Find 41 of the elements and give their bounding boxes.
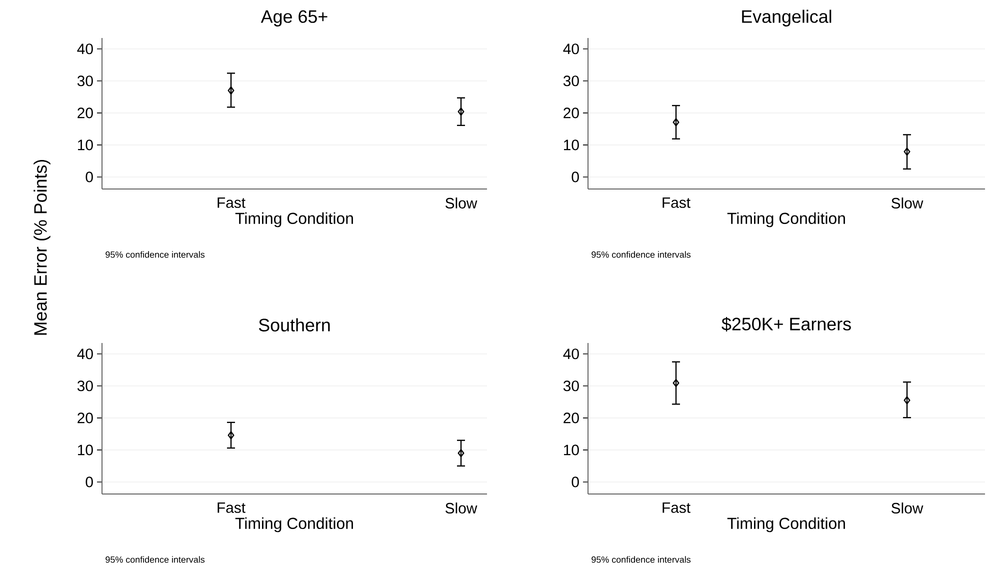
y-tick-label: 30 xyxy=(77,76,93,86)
y-tick-label: 40 xyxy=(563,348,579,360)
text: 95% confidence intervals xyxy=(106,251,205,258)
x-axis-title: Timing Condition xyxy=(727,517,845,532)
y-tick-label: 40 xyxy=(77,348,93,360)
x-tick-label: Fast xyxy=(218,502,246,513)
chart-title: $250K+ Earners xyxy=(722,316,851,332)
y-axis-title: Mean Error (% Points) xyxy=(34,160,50,335)
text: 95% confidence intervals xyxy=(592,556,691,563)
y-tick-label: 0 xyxy=(572,172,579,182)
chart-title: Evangelical xyxy=(742,10,832,26)
x-axis-title: Timing Condition xyxy=(727,212,845,228)
y-tick-label: 0 xyxy=(86,476,93,488)
y-tick-label: 10 xyxy=(78,140,93,150)
y-tick-label: 30 xyxy=(77,380,93,392)
chart-title: Age 65+ xyxy=(260,10,328,26)
y-tick-label: 30 xyxy=(563,380,579,392)
y-tick-label: 40 xyxy=(563,44,579,54)
y-tick-label: 30 xyxy=(563,76,579,86)
text: 95% confidence intervals xyxy=(106,556,205,563)
text: 95% confidence intervals xyxy=(592,251,691,258)
y-tick-label: 40 xyxy=(77,44,93,54)
x-tick-label: Fast xyxy=(662,502,690,513)
y-tick-label: 20 xyxy=(564,108,579,118)
x-tick-label: Fast xyxy=(662,198,690,208)
x-tick-label: Slow xyxy=(445,502,478,514)
y-tick-label: 20 xyxy=(564,412,579,424)
y-tick-label: 10 xyxy=(564,444,579,456)
x-tick-label: Slow xyxy=(891,198,924,208)
y-tick-label: 0 xyxy=(86,172,93,182)
y-tick-label: 20 xyxy=(78,108,93,118)
chart-title: Southern xyxy=(258,318,330,332)
x-axis-title: Timing Condition xyxy=(235,212,353,228)
y-tick-label: 20 xyxy=(78,412,93,424)
y-tick-label: 10 xyxy=(78,444,93,456)
y-tick-label: 10 xyxy=(564,140,579,150)
x-tick-label: Slow xyxy=(445,198,478,208)
x-axis-title: Timing Condition xyxy=(235,517,353,532)
x-tick-label: Slow xyxy=(891,502,924,514)
x-tick-label: Fast xyxy=(218,198,246,208)
y-tick-label: 0 xyxy=(572,476,579,488)
